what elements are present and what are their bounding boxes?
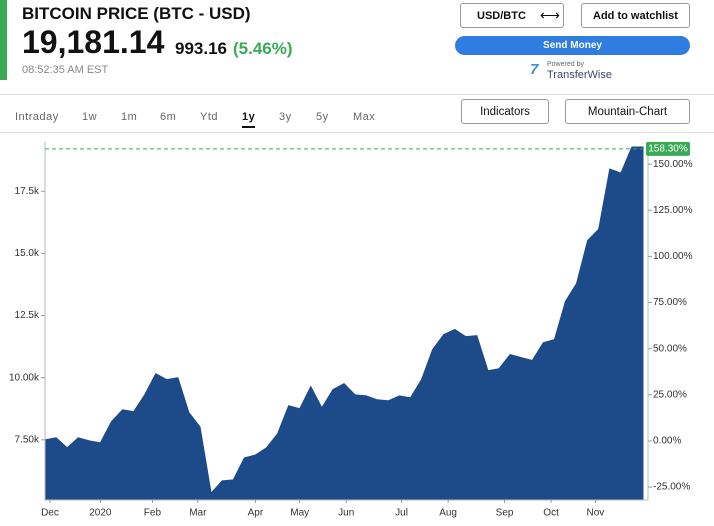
divider: [0, 132, 714, 133]
x-tick-label: Jun: [338, 508, 354, 519]
y2-tick-label: 125.00%: [653, 205, 693, 216]
send-money-button[interactable]: Send Money: [455, 36, 690, 55]
accent-bar: [0, 0, 7, 80]
x-tick-label: Jul: [395, 508, 408, 519]
timestamp: 08:52:35 AM EST: [22, 64, 109, 76]
y2-tick-label: 100.00%: [653, 251, 693, 262]
brand-icon: 7: [530, 61, 539, 78]
y2-tick-label: -25.00%: [653, 482, 690, 493]
y2-tick-label: 50.00%: [653, 343, 687, 354]
currency-button[interactable]: USD/BTC ⟷: [460, 3, 564, 28]
y-tick-label: 10.00k: [9, 372, 40, 383]
x-tick-label: Sep: [496, 508, 514, 519]
y-tick-label: 12.5k: [15, 310, 40, 321]
range-tab[interactable]: 5y: [316, 111, 329, 123]
range-tab[interactable]: 1w: [82, 111, 98, 123]
x-tick-label: Mar: [189, 508, 207, 519]
range-tab[interactable]: Ytd: [200, 111, 219, 123]
watchlist-button[interactable]: Add to watchlist: [581, 3, 690, 28]
y2-tick-label: 25.00%: [653, 389, 687, 400]
reference-badge: [646, 141, 690, 156]
chart-style-button[interactable]: Mountain-Chart: [565, 99, 690, 124]
x-tick-label: Apr: [248, 508, 264, 519]
y2-tick-label: 75.00%: [653, 297, 687, 308]
x-tick-label: 2020: [89, 508, 112, 519]
y2-tick-label: 150.00%: [653, 159, 693, 170]
range-tab[interactable]: Intraday: [15, 111, 59, 123]
range-tab[interactable]: 3y: [279, 111, 292, 123]
title: BITCOIN PRICE (BTC - USD): [22, 4, 251, 23]
change: 993.16: [175, 39, 227, 58]
price-area: [44, 146, 644, 501]
x-tick-label: Nov: [586, 508, 604, 519]
change-pct: (5.46%): [233, 39, 293, 58]
x-tick-label: Aug: [439, 508, 457, 519]
range-tab[interactable]: 1y: [242, 111, 256, 128]
x-tick-label: Feb: [144, 508, 162, 519]
range-tab[interactable]: Max: [353, 111, 376, 123]
y2-tick-label: 0.00%: [653, 436, 681, 447]
brand-name: TransferWise: [547, 69, 612, 81]
x-tick-label: Dec: [41, 508, 59, 519]
y-tick-label: 17.5k: [15, 186, 40, 197]
reference-label: 158.30%: [648, 143, 688, 154]
swap-icon: ⟷: [539, 7, 560, 23]
y-tick-label: 7.50k: [15, 434, 40, 445]
powered-by: Powered by: [547, 61, 584, 68]
currency-label: USD/BTC: [477, 9, 526, 22]
price: 19,181.14: [22, 24, 165, 60]
range-tab[interactable]: 6m: [160, 111, 177, 123]
indicators-button[interactable]: Indicators: [461, 99, 549, 124]
x-tick-label: May: [290, 508, 309, 519]
range-tab[interactable]: 1m: [121, 111, 138, 123]
x-tick-label: Oct: [543, 508, 559, 519]
divider: [0, 94, 714, 95]
y-tick-label: 15.0k: [15, 248, 40, 259]
